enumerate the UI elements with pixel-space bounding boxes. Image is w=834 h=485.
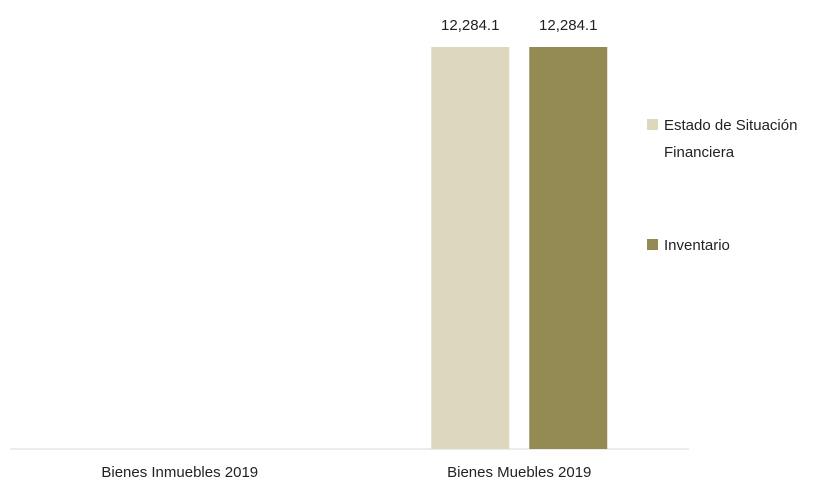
legend-swatch <box>647 239 658 250</box>
legend-label: Financiera <box>664 144 735 161</box>
legend-label: Inventario <box>664 237 730 254</box>
bars-group <box>431 47 608 449</box>
data-labels-group: 12,284.1 12,284.1 <box>441 17 597 34</box>
legend-label: Estado de Situación <box>664 117 797 134</box>
data-label: 12,284.1 <box>539 17 597 34</box>
legend: Estado de Situación Financiera Inventario <box>647 117 797 254</box>
data-label: 12,284.1 <box>441 17 499 34</box>
bar <box>431 47 510 449</box>
category-labels-group: Bienes Inmuebles 2019 Bienes Muebles 2019 <box>101 464 591 481</box>
category-label: Bienes Inmuebles 2019 <box>101 464 258 481</box>
bar <box>529 47 608 449</box>
category-label: Bienes Muebles 2019 <box>447 464 591 481</box>
legend-swatch <box>647 119 658 130</box>
